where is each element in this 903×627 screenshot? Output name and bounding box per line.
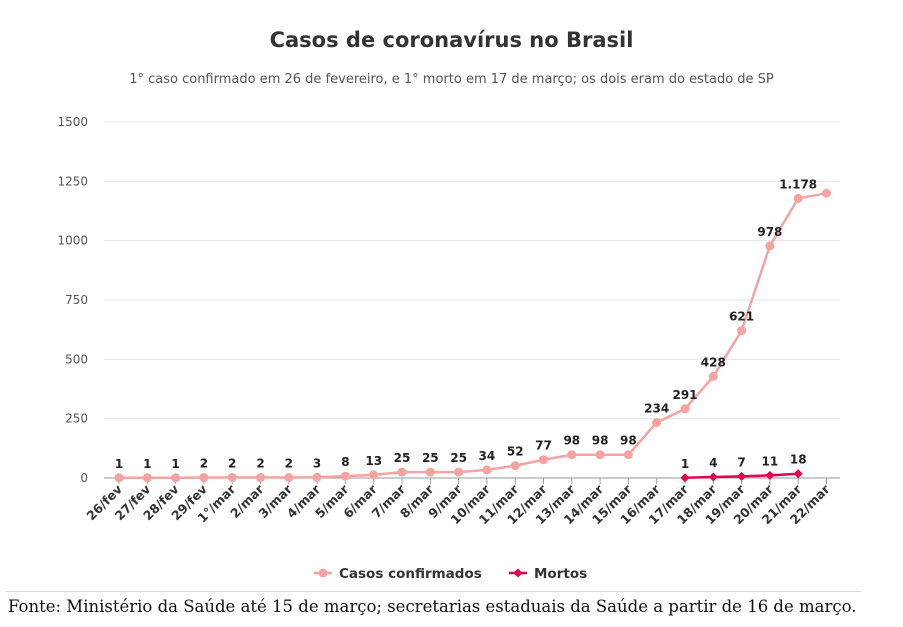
data-label-mortos: 11: [762, 454, 779, 468]
legend-label: Mortos: [534, 566, 587, 582]
data-label-mortos: 4: [709, 456, 717, 470]
data-point-casos: [142, 473, 152, 483]
data-label-casos: 98: [563, 434, 580, 448]
data-point-casos: [623, 450, 633, 460]
data-point-casos: [397, 467, 407, 477]
chart-subtitle: 1° caso confirmado em 26 de fevereiro, e…: [129, 72, 774, 87]
data-point-casos: [539, 455, 548, 465]
data-point-casos: [680, 404, 690, 414]
data-point-mortos: [708, 472, 718, 482]
y-tick-label: 1500: [57, 115, 88, 129]
data-label-casos: 1.178: [779, 177, 817, 191]
data-label-casos: 3: [313, 456, 321, 470]
data-label-casos: 621: [729, 310, 754, 324]
data-point-casos: [482, 465, 492, 475]
data-point-casos: [822, 188, 831, 198]
data-label-casos: 2: [200, 457, 208, 471]
data-point-casos: [652, 417, 662, 427]
y-tick-label: 750: [65, 293, 88, 307]
data-point-mortos: [737, 471, 747, 481]
data-label-casos: 25: [422, 451, 439, 465]
data-point-casos: [425, 467, 435, 477]
data-label-casos: 2: [285, 457, 293, 471]
y-tick-label: 500: [65, 352, 88, 366]
data-point-mortos: [680, 473, 690, 483]
line-chart: 025050075010001250150026/fev27/fev28/fev…: [57, 115, 840, 582]
legend-item-casos: Casos confirmados: [314, 566, 482, 582]
data-label-casos: 1: [143, 457, 151, 471]
data-label-casos: 25: [450, 451, 467, 465]
series-line-casos: [119, 191, 827, 480]
data-point-casos: [340, 471, 350, 481]
chart-container: Casos de coronavírus no Brasil 1° caso c…: [57, 28, 840, 582]
chart-title: Casos de coronavírus no Brasil: [269, 28, 634, 52]
data-point-casos: [510, 461, 520, 471]
data-point-mortos: [793, 469, 803, 479]
data-point-mortos: [765, 470, 775, 480]
data-label-casos: 8: [341, 455, 349, 469]
data-label-casos: 2: [228, 457, 236, 471]
data-label-casos: 234: [644, 401, 669, 415]
data-point-casos: [567, 450, 577, 460]
legend-label: Casos confirmados: [339, 566, 482, 582]
legend-item-mortos: Mortos: [509, 566, 587, 582]
data-label-casos: 52: [507, 445, 524, 459]
data-label-casos: 77: [535, 439, 552, 453]
y-tick-label: 1250: [57, 174, 88, 188]
data-label-mortos: 1: [681, 457, 689, 471]
data-point-casos: [171, 473, 181, 483]
data-label-casos: 34: [479, 449, 496, 463]
data-label-casos: 1: [115, 457, 123, 471]
data-point-casos: [793, 193, 803, 203]
data-label-casos: 98: [592, 434, 609, 448]
data-label-casos: 98: [620, 434, 637, 448]
data-label-mortos: 7: [737, 455, 745, 469]
data-label-casos: 25: [394, 451, 411, 465]
y-tick-label: 0: [80, 471, 88, 485]
legend-marker: [513, 568, 523, 578]
legend-marker: [318, 568, 328, 578]
data-point-casos: [708, 371, 718, 381]
data-point-casos: [284, 473, 294, 483]
data-point-casos: [454, 467, 464, 477]
data-point-casos: [595, 450, 605, 460]
source-note: Fonte: Ministério da Saúde até 15 de mar…: [8, 597, 857, 616]
data-point-casos: [114, 473, 124, 483]
divider: [6, 591, 861, 592]
data-point-casos: [312, 472, 322, 482]
data-label-casos: 13: [365, 454, 382, 468]
data-point-casos: [369, 470, 379, 480]
data-label-casos: 428: [701, 355, 726, 369]
y-tick-label: 1000: [57, 234, 88, 248]
data-label-casos: 291: [672, 388, 697, 402]
data-label-mortos: 18: [790, 453, 807, 467]
data-point-casos: [227, 473, 237, 483]
data-point-casos: [737, 326, 747, 336]
data-label-casos: 1: [171, 457, 179, 471]
data-label-casos: 2: [256, 457, 264, 471]
data-point-casos: [199, 473, 209, 483]
y-tick-label: 250: [65, 412, 88, 426]
data-point-casos: [765, 241, 775, 251]
data-label-casos: 978: [757, 225, 782, 239]
data-point-casos: [256, 473, 265, 483]
